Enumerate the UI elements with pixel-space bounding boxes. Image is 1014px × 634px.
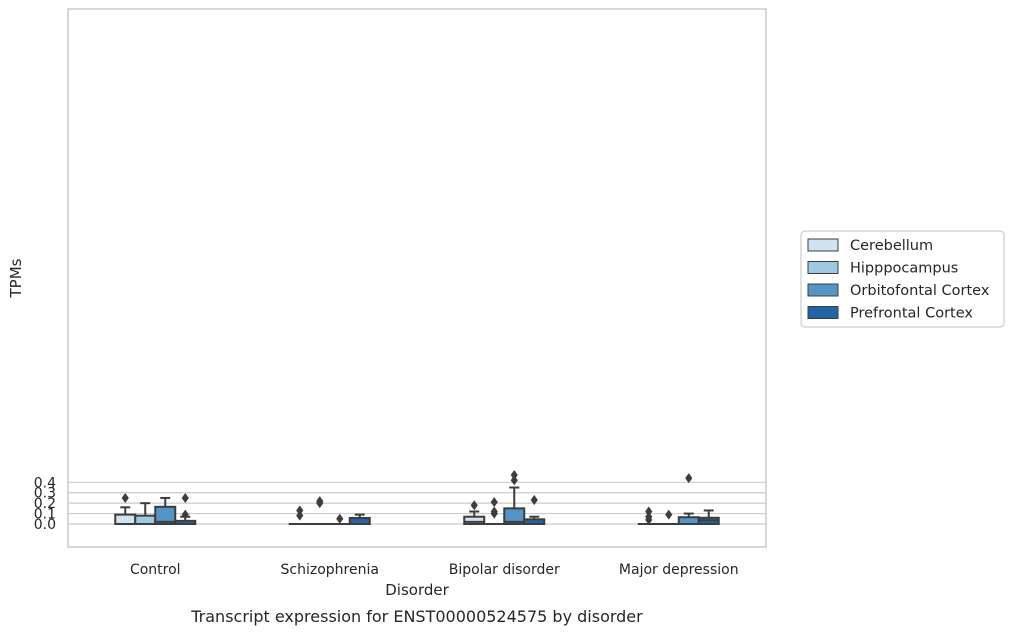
legend-swatch	[807, 306, 839, 319]
x-axis-ticks: Control Schizophrenia Bipolar disorder Majo…	[130, 562, 739, 578]
box	[463, 515, 486, 525]
outlier-point	[490, 497, 498, 508]
outlier-point	[181, 492, 189, 503]
series-hipppocampus	[134, 496, 680, 526]
outlier-point	[510, 475, 518, 486]
outlier-point	[336, 513, 344, 524]
series-cerebellum	[114, 492, 660, 526]
outlier-point	[490, 506, 498, 517]
outlier-point	[296, 505, 304, 516]
y-tick-label: 0.0	[34, 517, 56, 533]
chart-caption: Transcript expression for ENST0000052457…	[190, 607, 643, 626]
legend-label: Prefrontal Cortex	[850, 306, 973, 322]
x-tick-label: Bipolar disorder	[449, 562, 560, 578]
y-axis-label: TPMs	[7, 258, 25, 298]
series-orbitofontal-cortex	[154, 470, 700, 526]
legend-swatch	[807, 238, 839, 252]
box	[114, 513, 137, 526]
outlier-point	[470, 500, 478, 511]
x-tick-label: Control	[130, 562, 181, 578]
x-tick-label: Schizophrenia	[281, 562, 379, 578]
outlier-point	[645, 511, 653, 522]
legend: Cerebellum Hipppocampus Orbitofontal Corte…	[800, 230, 1005, 328]
box	[154, 505, 177, 526]
legend-frame	[800, 230, 1005, 328]
box	[677, 516, 700, 525]
legend-swatch	[807, 283, 839, 297]
y-axis-ticks: 0.00.10.20.30.4	[34, 475, 56, 533]
outlier-point	[316, 496, 324, 507]
outlier-point	[665, 509, 673, 520]
outlier-point	[510, 470, 518, 481]
x-tick-label: Major depression	[619, 562, 739, 578]
y-tick-label: 0.4	[34, 475, 56, 491]
x-axis-label: Disorder	[385, 581, 449, 599]
y-tick-label: 0.3	[34, 486, 56, 502]
box-series	[114, 470, 720, 526]
legend-swatch	[807, 261, 839, 274]
series-prefrontal-cortex	[174, 492, 720, 526]
outlier-point	[121, 492, 129, 503]
legend-label: Orbitofontal Cortex	[850, 283, 990, 299]
legend-label: Cerebellum	[850, 238, 933, 254]
box	[134, 514, 157, 526]
legend-label: Hipppocampus	[850, 261, 958, 277]
plot-area-frame	[67, 8, 767, 548]
y-tick-label: 0.2	[34, 496, 56, 512]
outlier-point	[685, 473, 693, 484]
y-tick-label: 0.1	[34, 507, 56, 523]
outlier-point	[181, 509, 189, 520]
box	[503, 507, 526, 525]
outlier-point	[645, 506, 653, 517]
outlier-point	[530, 495, 538, 506]
outlier-point	[296, 510, 304, 521]
